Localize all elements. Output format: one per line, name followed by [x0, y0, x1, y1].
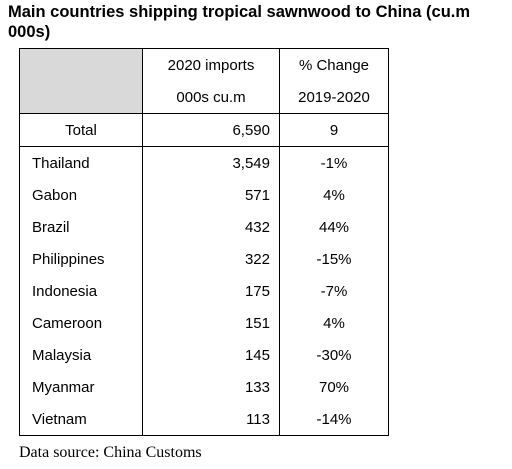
country-name: Cameroon — [19, 307, 143, 339]
header-blank-cell — [19, 48, 143, 114]
change-value: -7% — [279, 275, 389, 307]
change-value: -14% — [279, 403, 389, 436]
data-source-note: Data source: China Customs — [19, 444, 202, 461]
change-value: 4% — [279, 307, 389, 339]
change-value: -30% — [279, 339, 389, 371]
imports-value: 151 — [142, 307, 280, 339]
table-row: Indonesia 175 -7% — [19, 275, 389, 307]
country-name: Philippines — [19, 243, 143, 275]
imports-value: 133 — [142, 371, 280, 403]
country-name: Malaysia — [19, 339, 143, 371]
table-row: Myanmar 133 70% — [19, 371, 389, 403]
table-row: Philippines 322 -15% — [19, 243, 389, 275]
country-name: Thailand — [19, 146, 143, 179]
country-name: Indonesia — [19, 275, 143, 307]
country-name: Vietnam — [19, 403, 143, 436]
table-row: Brazil 432 44% — [19, 211, 389, 243]
header-imports-line2: 000s cu.m — [142, 81, 280, 114]
country-name: Myanmar — [19, 371, 143, 403]
imports-value: 175 — [142, 275, 280, 307]
table-row: Thailand 3,549 -1% — [19, 146, 389, 179]
header-change-line2: 2019-2020 — [279, 81, 389, 114]
table-title: Main countries shipping tropical sawnwoo… — [8, 3, 471, 41]
header-change-line1: % Change — [279, 48, 389, 81]
imports-value: 145 — [142, 339, 280, 371]
sawnwood-table: 2020 imports % Change 000s cu.m 2019-202… — [19, 48, 389, 436]
country-name: Gabon — [19, 179, 143, 211]
imports-value: 322 — [142, 243, 280, 275]
table-row: Gabon 571 4% — [19, 179, 389, 211]
change-value: -1% — [279, 146, 389, 179]
table-row: Malaysia 145 -30% — [19, 339, 389, 371]
change-value: -15% — [279, 243, 389, 275]
imports-value: 432 — [142, 211, 280, 243]
imports-value: 113 — [142, 403, 280, 436]
change-value: 44% — [279, 211, 389, 243]
imports-value: 571 — [142, 179, 280, 211]
total-label: Total — [19, 113, 143, 147]
imports-value: 3,549 — [142, 146, 280, 179]
total-imports: 6,590 — [142, 113, 280, 147]
header-imports-line1: 2020 imports — [142, 48, 280, 81]
table-row: Vietnam 113 -14% — [19, 403, 389, 436]
change-value: 70% — [279, 371, 389, 403]
country-name: Brazil — [19, 211, 143, 243]
total-row: Total 6,590 9 — [19, 113, 389, 147]
table-row: Cameroon 151 4% — [19, 307, 389, 339]
change-value: 4% — [279, 179, 389, 211]
total-change: 9 — [279, 113, 389, 147]
